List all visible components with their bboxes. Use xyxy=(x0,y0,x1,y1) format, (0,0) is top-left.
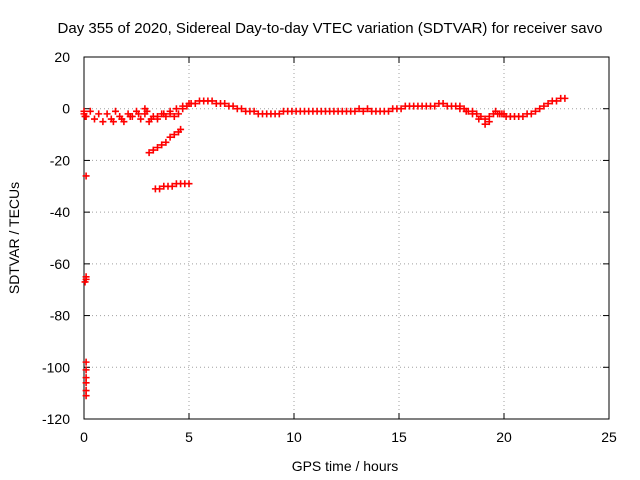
data-point xyxy=(149,146,157,154)
x-tick-label: 15 xyxy=(391,429,407,445)
data-point xyxy=(250,107,258,115)
data-point xyxy=(162,138,170,146)
data-point xyxy=(103,110,111,118)
data-point xyxy=(351,107,359,115)
data-point xyxy=(82,392,90,400)
x-tick-label: 0 xyxy=(80,429,88,445)
y-tick-label: -120 xyxy=(42,411,70,427)
y-tick-label: -100 xyxy=(42,359,70,375)
data-point xyxy=(475,115,483,123)
data-point xyxy=(208,97,216,105)
data-point xyxy=(506,112,514,120)
data-point xyxy=(156,185,164,193)
data-point xyxy=(229,102,237,110)
data-point xyxy=(154,112,161,120)
data-point xyxy=(221,100,229,108)
data-point xyxy=(143,107,151,115)
data-point xyxy=(179,102,187,110)
data-point xyxy=(544,100,552,108)
chart-title: Day 355 of 2020, Sidereal Day-to-day VTE… xyxy=(58,20,603,37)
data-point xyxy=(112,107,119,115)
data-point xyxy=(82,172,90,180)
data-point xyxy=(168,182,176,190)
x-tick-label: 25 xyxy=(601,429,617,445)
data-point xyxy=(95,110,103,118)
data-point xyxy=(561,94,569,102)
data-point xyxy=(137,115,145,123)
data-point xyxy=(166,133,174,141)
x-tick-label: 20 xyxy=(496,429,512,445)
data-point xyxy=(145,149,153,157)
data-point xyxy=(532,107,539,115)
data-point xyxy=(355,105,363,113)
data-point xyxy=(80,107,88,115)
data-point xyxy=(99,118,107,126)
data-point xyxy=(81,112,89,120)
data-point xyxy=(109,118,117,126)
data-point xyxy=(185,180,193,188)
y-tick-label: -80 xyxy=(50,308,70,324)
data-point xyxy=(170,112,178,120)
data-point xyxy=(160,110,168,118)
data-point xyxy=(158,141,166,149)
data-point xyxy=(154,144,161,151)
data-point xyxy=(147,115,155,123)
data-point xyxy=(82,358,90,366)
y-tick-label: -20 xyxy=(50,152,70,168)
data-point xyxy=(439,100,447,108)
data-point xyxy=(553,97,560,105)
data-point xyxy=(185,100,193,108)
data-point xyxy=(191,100,199,108)
data-point xyxy=(536,105,544,113)
y-tick-label: 20 xyxy=(54,49,70,65)
data-point xyxy=(485,118,493,126)
y-tick-label: 0 xyxy=(62,101,70,117)
data-point xyxy=(135,110,143,118)
data-point xyxy=(527,110,535,118)
data-point xyxy=(500,110,508,118)
data-point xyxy=(91,115,98,123)
data-point xyxy=(166,107,174,115)
data-point xyxy=(481,120,489,128)
data-point xyxy=(177,125,185,133)
data-point xyxy=(364,105,371,113)
data-point xyxy=(492,107,500,115)
data-point xyxy=(385,107,392,115)
data-point xyxy=(519,112,527,120)
data-point xyxy=(431,102,439,110)
data-point xyxy=(172,105,180,113)
data-point xyxy=(82,273,90,281)
plot-frame xyxy=(83,56,610,420)
data-point xyxy=(540,102,548,110)
data-point xyxy=(170,131,178,139)
data-point xyxy=(469,110,476,118)
data-point xyxy=(126,112,134,120)
y-tick-label: -40 xyxy=(50,204,70,220)
x-tick-label: 10 xyxy=(286,429,302,445)
data-point xyxy=(275,110,283,118)
data-point xyxy=(238,105,245,113)
data-points xyxy=(80,94,569,400)
data-point xyxy=(86,107,94,115)
data-point xyxy=(462,107,470,115)
data-point xyxy=(81,278,89,286)
y-tick-label: -60 xyxy=(50,256,70,272)
data-point xyxy=(359,107,367,115)
data-point xyxy=(82,366,90,374)
axis-ticks: 0 5 10 15 20 25 20 0 -20 -40 -60 -80 -100 -120 xyxy=(42,49,617,445)
x-tick-label: 5 xyxy=(185,429,193,445)
data-point xyxy=(397,105,405,113)
data-point xyxy=(82,379,90,387)
data-point xyxy=(118,115,126,123)
data-point xyxy=(175,110,182,118)
data-point xyxy=(456,102,464,110)
x-axis-label: GPS time / hours xyxy=(292,458,399,474)
y-axis-label: SDTVAR / TECUs xyxy=(6,182,22,294)
